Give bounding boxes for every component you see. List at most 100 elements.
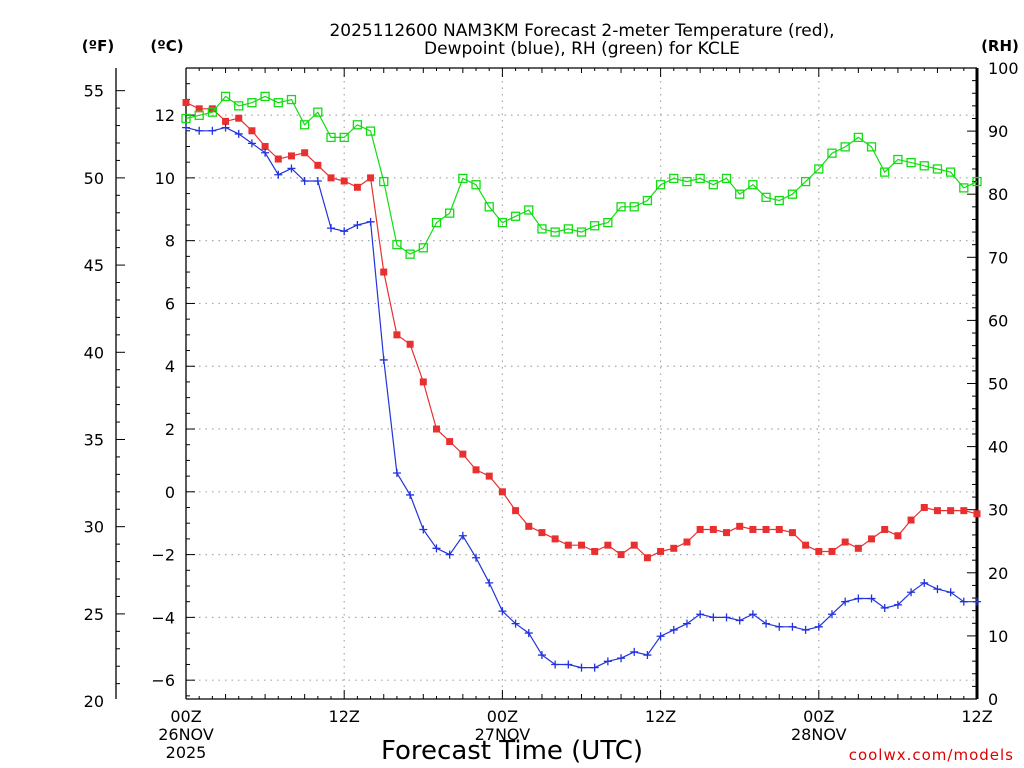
fahrenheit-axis-unit: (ºF) (82, 37, 114, 55)
rh-point (906, 157, 916, 168)
celsius-tick-label: 0 (165, 483, 175, 502)
rh-point (458, 173, 468, 184)
temperature-point (868, 535, 876, 543)
rh-point (207, 107, 218, 117)
rh-point (893, 154, 903, 165)
temperature-point (525, 522, 533, 530)
temperature-point (512, 507, 520, 515)
series-line (185, 95, 978, 255)
temperature-point (182, 99, 190, 107)
rh-point (365, 126, 376, 136)
temperature-point (841, 538, 849, 546)
rh-tick-label: 60 (988, 311, 1008, 330)
rh-point (814, 164, 824, 174)
x-tick-label: 00Z (803, 707, 834, 726)
temperature-point (696, 525, 704, 533)
temperature-point (578, 541, 585, 549)
temperature-point (933, 507, 941, 515)
rh-point (431, 217, 442, 228)
dewpoint-point (564, 660, 573, 669)
rh-point (286, 94, 297, 105)
data-series (181, 91, 982, 672)
dewpoint-point (841, 597, 850, 606)
temperature-point (472, 466, 480, 474)
temperature-point (551, 535, 559, 543)
dewpoint-point (643, 651, 652, 660)
rh-point (576, 227, 587, 237)
dewpoint-point (274, 170, 283, 179)
dewpoint-point (511, 619, 520, 628)
celsius-tick-label: 10 (155, 169, 175, 188)
celsius-tick-label: −2 (151, 546, 175, 565)
rh-point (919, 161, 929, 171)
rh-point (629, 202, 639, 212)
temperature-point (630, 541, 638, 549)
dewpoint-point (537, 651, 546, 660)
x-tick-label: 12Z (329, 707, 360, 726)
dewpoint-point (287, 164, 296, 173)
rh-point (761, 192, 771, 203)
x-tick-label: 00Z (487, 707, 518, 726)
celsius-tick-label: −4 (151, 608, 175, 627)
temperature-point (973, 510, 981, 518)
rh-point (787, 189, 798, 199)
fahrenheit-tick-label: 45 (84, 256, 104, 275)
rh-point (959, 183, 969, 193)
temperature-point (815, 547, 823, 555)
temperature-point (683, 538, 691, 546)
celsius-tick-label: 6 (165, 294, 175, 313)
rh-point (735, 189, 745, 199)
rh-point (418, 243, 428, 253)
rh-point (748, 180, 758, 190)
rh-tick-label: 30 (988, 501, 1008, 520)
dewpoint-point (498, 607, 507, 616)
dewpoint-point (696, 610, 705, 619)
temperature-point (749, 525, 757, 533)
celsius-tick-label: 12 (155, 106, 175, 125)
dewpoint-point (247, 139, 256, 148)
dewpoint-point (577, 663, 586, 672)
rh-point (194, 110, 204, 120)
chart-title-line-2: Dewpoint (blue), RH (green) for KCLE (424, 39, 740, 59)
dewpoint-point (788, 622, 797, 631)
chart-title-line-1: 2025112600 NAM3KM Forecast 2-meter Tempe… (329, 21, 834, 41)
x-tick-label: 00Z (170, 707, 201, 726)
rh-tick-label: 90 (988, 122, 1008, 141)
x-year-label: 2025 (166, 743, 207, 762)
temperature-point (802, 541, 810, 549)
temperature-point (222, 117, 230, 125)
temperature-point (591, 547, 599, 555)
dewpoint-point (973, 597, 981, 606)
dewpoint-point (208, 126, 217, 135)
rh-point (682, 176, 692, 187)
rh-point (484, 202, 494, 212)
rh-point (563, 224, 573, 234)
rh-point (247, 98, 257, 108)
rh-tick-label: 70 (988, 248, 1008, 267)
rh-point (708, 180, 718, 190)
rh-point (840, 142, 850, 152)
dewpoint-point (854, 594, 863, 603)
dewpoint-point (590, 663, 599, 672)
temperature-point (248, 127, 256, 135)
rh-tick-label: 100 (988, 59, 1019, 78)
temperature-point (854, 544, 862, 552)
temperature-point (459, 450, 467, 458)
fahrenheit-tick-label: 20 (84, 692, 104, 711)
series-line (185, 101, 978, 559)
temperature-point (736, 522, 744, 530)
dewpoint-point (801, 625, 810, 634)
temperature-point (670, 544, 678, 552)
temperature-point (920, 504, 928, 512)
dewpoint-point (617, 654, 626, 663)
rh-point (932, 164, 943, 174)
dewpoint-point (353, 220, 362, 229)
dewpoint-point (300, 177, 309, 186)
x-tick-label: 12Z (645, 707, 676, 726)
rh-point (669, 173, 679, 184)
rh-point (550, 227, 560, 237)
dewpoint-point (735, 616, 744, 625)
dewpoint-point (261, 148, 270, 157)
temperature-point (643, 554, 651, 562)
temperature-point (709, 525, 717, 533)
